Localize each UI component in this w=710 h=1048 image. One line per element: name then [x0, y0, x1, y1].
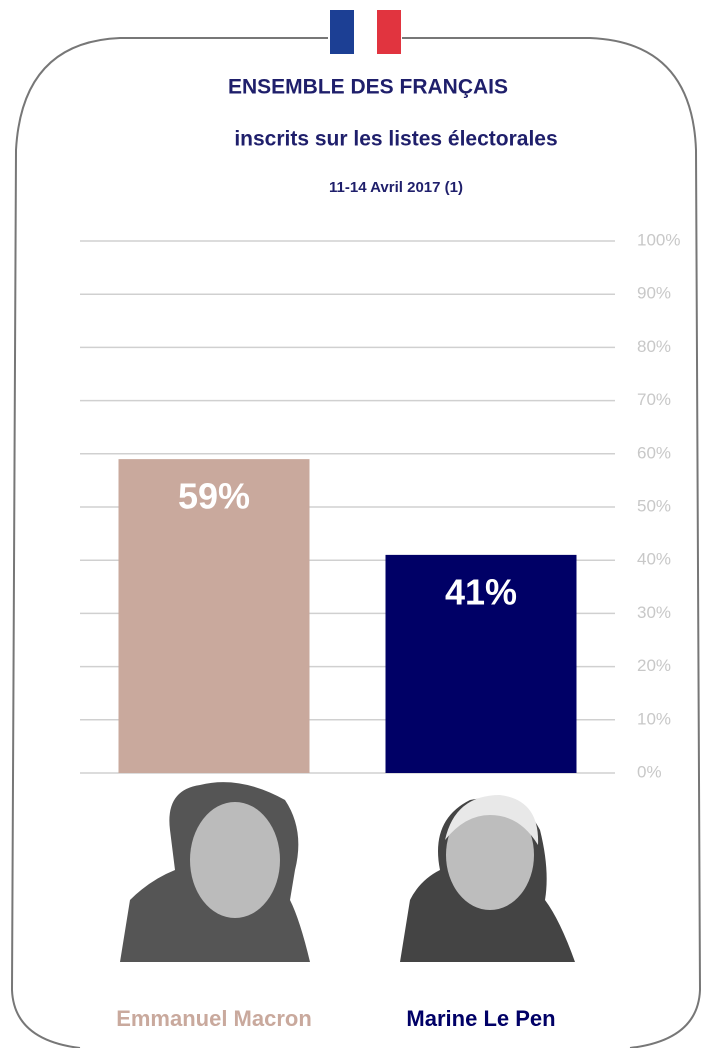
- flag: [330, 10, 401, 54]
- chart-subtitle: inscrits sur les listes électorales: [234, 128, 557, 151]
- y-tick-label: 0%: [637, 762, 662, 781]
- bar: [118, 459, 310, 773]
- bar: [385, 554, 577, 773]
- value-label: 59%: [178, 476, 250, 517]
- category-label: Emmanuel Macron: [116, 1006, 312, 1031]
- portrait: [120, 782, 310, 962]
- frame: [10, 37, 328, 1048]
- portrait: [400, 795, 575, 962]
- chart-title: ENSEMBLE DES FRANÇAIS: [228, 76, 508, 99]
- y-tick-label: 70%: [637, 390, 671, 409]
- value-label: 41%: [445, 571, 517, 612]
- y-tick-label: 100%: [637, 230, 680, 249]
- y-tick-label: 50%: [637, 496, 671, 515]
- y-tick-label: 80%: [637, 337, 671, 356]
- y-tick-label: 10%: [637, 709, 671, 728]
- y-tick-label: 30%: [637, 603, 671, 622]
- category-label: Marine Le Pen: [406, 1006, 555, 1031]
- y-tick-label: 60%: [637, 443, 671, 462]
- y-tick-label: 20%: [637, 656, 671, 675]
- frame: [402, 37, 702, 1048]
- y-tick-label: 90%: [637, 284, 671, 303]
- chart-note: 11-14 Avril 2017 (1): [329, 179, 463, 196]
- y-tick-label: 40%: [637, 550, 671, 569]
